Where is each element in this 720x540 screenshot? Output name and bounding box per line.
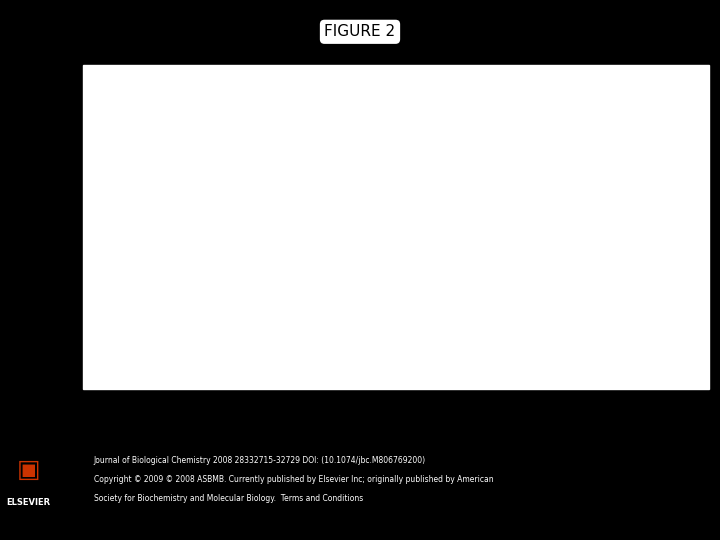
Text: *: * (612, 107, 618, 120)
Text: *: * (271, 150, 279, 164)
Text: pcDNA-HBa: pcDNA-HBa (374, 63, 403, 92)
Text: + Hfgl2: + Hfgl2 (435, 181, 462, 188)
Text: *: * (592, 206, 598, 219)
Y-axis label: Relative hfgl2 mRNA expression: Relative hfgl2 mRNA expression (67, 165, 76, 288)
FancyBboxPatch shape (406, 245, 424, 265)
Text: Society for Biochemistry and Molecular Biology.  Terms and Conditions: Society for Biochemistry and Molecular B… (94, 494, 363, 503)
Text: B: B (301, 81, 314, 99)
Text: C: C (410, 81, 422, 99)
Text: *: * (231, 136, 238, 150)
Text: Untreated: Untreated (418, 66, 444, 92)
Text: *: * (670, 153, 677, 167)
FancyBboxPatch shape (362, 245, 380, 265)
Bar (526, 343, 547, 367)
Bar (182, 283, 207, 367)
FancyBboxPatch shape (406, 180, 424, 189)
Legend: C-HO, HepG2: C-HO, HepG2 (457, 90, 507, 112)
Bar (663, 193, 684, 367)
FancyBboxPatch shape (318, 245, 336, 265)
Text: + β-actin: + β-actin (435, 252, 467, 258)
Bar (643, 257, 663, 367)
Bar (489, 347, 509, 367)
Bar (585, 237, 605, 367)
Text: *: * (650, 228, 657, 241)
Y-axis label: Relative Luciferase Activity: Relative Luciferase Activity (422, 174, 431, 279)
FancyBboxPatch shape (384, 245, 402, 265)
Bar (142, 290, 166, 367)
FancyBboxPatch shape (340, 245, 359, 265)
Text: pcDNA-HBx: pcDNA-HBx (352, 63, 381, 92)
Text: FIGURE 2: FIGURE 2 (325, 24, 395, 39)
Text: Copyright © 2009 © 2008 ASBMB. Currently published by Elsevier Inc; originally p: Copyright © 2009 © 2008 ASBMB. Currently… (94, 475, 493, 484)
Bar (605, 151, 626, 367)
Text: pcDNA-HBs: pcDNA-HBs (330, 63, 359, 92)
Bar (263, 185, 287, 367)
Bar (222, 167, 247, 367)
Bar (468, 347, 489, 367)
Text: pcDNA3.1: pcDNA3.1 (396, 66, 421, 92)
FancyBboxPatch shape (362, 179, 380, 190)
Bar (547, 331, 567, 367)
FancyBboxPatch shape (318, 173, 336, 196)
Text: ▣: ▣ (17, 458, 40, 482)
Bar (102, 297, 126, 367)
Text: Journal of Biological Chemistry 2008 28332715-32729 DOI: (10.1074/jbc.M806769200: Journal of Biological Chemistry 2008 283… (94, 456, 426, 465)
X-axis label: Transfection Groups: Transfection Groups (143, 417, 246, 426)
FancyBboxPatch shape (340, 174, 359, 195)
FancyBboxPatch shape (384, 180, 402, 190)
Text: A: A (58, 81, 70, 99)
Text: ELSEVIER: ELSEVIER (6, 498, 51, 507)
